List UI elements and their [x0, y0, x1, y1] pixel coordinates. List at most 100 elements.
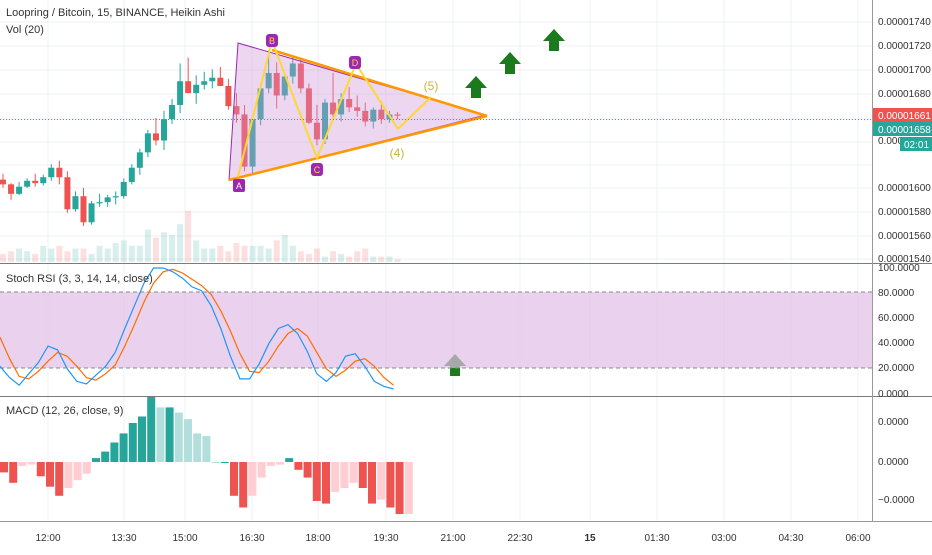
macd-bar: [73, 462, 82, 481]
macd-bar: [9, 462, 18, 483]
candle-body: [64, 177, 71, 210]
macd-bar: [64, 462, 73, 488]
macd-bar: [184, 419, 192, 462]
macd-bar: [156, 407, 165, 462]
label-d: D: [349, 56, 361, 69]
volume-bar: [273, 240, 280, 262]
macd-bar: [165, 407, 174, 462]
candle-body: [161, 119, 167, 141]
time-tick-label: 06:00: [845, 533, 870, 544]
macd-bar: [211, 462, 220, 463]
volume-bar: [185, 210, 192, 262]
stoch-rsi-tick-label: 100.0000: [878, 263, 920, 274]
volume-bar: [378, 256, 385, 262]
macd-bar: [119, 433, 128, 462]
svg-text:B: B: [269, 36, 275, 46]
macd-bar: [193, 433, 202, 462]
time-tick-label: 22:30: [507, 533, 532, 544]
macd-bar: [82, 462, 91, 474]
volume-bar: [249, 245, 256, 262]
countdown-badge: 02:01: [900, 137, 932, 151]
macd-bar: [285, 458, 294, 462]
svg-text:A: A: [236, 181, 242, 191]
label-a: A: [233, 179, 245, 192]
candle-body: [346, 99, 353, 108]
candle-body: [241, 114, 248, 167]
time-axis[interactable]: 12:00 13:30 15:00 16:30 18:00 19:30 21:00 22:30…: [35, 533, 870, 544]
macd-bar: [386, 462, 395, 508]
stoch-d-line: [0, 268, 394, 386]
macd-bar: [340, 462, 349, 488]
candle-body: [354, 107, 361, 111]
volume-bar: [56, 245, 63, 262]
candle-body: [112, 196, 119, 198]
volume-bar: [305, 253, 312, 262]
volume-bar: [120, 240, 127, 262]
candle-body: [273, 72, 280, 96]
candle-body: [257, 88, 264, 120]
macd-bar: [358, 462, 367, 488]
volume-bar: [16, 248, 23, 262]
volume-bar: [32, 253, 39, 262]
wave-5-path: [397, 96, 432, 130]
time-tick-label: 12:00: [35, 533, 60, 544]
candle-body: [169, 104, 176, 120]
abcde-wave: [237, 37, 399, 178]
candle-body: [56, 167, 63, 178]
svg-text:0.00001658: 0.00001658: [878, 125, 931, 136]
price-tick-label: 0.00001720: [878, 41, 931, 52]
candle-body: [362, 110, 369, 122]
macd-tick-label: 0.0000: [878, 457, 909, 468]
candle-body: [394, 114, 401, 116]
price-candles: [0, 50, 401, 226]
candle-body: [104, 197, 111, 203]
volume-bars: [0, 210, 401, 262]
stoch-rsi-tick-label: 80.0000: [878, 288, 915, 299]
volume-bar: [322, 256, 328, 262]
macd-bar: [312, 462, 321, 501]
candle-body: [305, 88, 312, 123]
time-tick-label: 21:00: [440, 533, 465, 544]
stoch-k-line: [0, 267, 394, 390]
volume-bar: [72, 248, 79, 262]
price-tick-label: 0.00001740: [878, 17, 931, 28]
macd-bar: [46, 462, 54, 487]
lower-trendline: [228, 114, 488, 182]
stoch-rsi-tick-label: 20.0000: [878, 363, 915, 374]
prev-price-badge: 0.00001658: [873, 122, 932, 136]
volume-bar: [257, 245, 264, 262]
macd-tick-label: −0.0000: [878, 495, 915, 506]
time-tick-label: 15:00: [172, 533, 197, 544]
volume-bar: [394, 259, 401, 262]
macd-bar: [18, 462, 27, 466]
volume-bar: [297, 251, 304, 262]
macd-bar: [128, 423, 137, 462]
volume-bar: [144, 229, 151, 262]
macd-bar: [368, 462, 376, 504]
svg-text:02:01: 02:01: [904, 140, 929, 151]
macd-bar: [294, 462, 303, 470]
price-tick-label: 0.00001540: [878, 254, 931, 265]
volume-bar: [354, 251, 361, 262]
macd-bar: [377, 462, 386, 500]
volume-bar: [64, 251, 71, 262]
volume-bar: [241, 245, 248, 262]
time-tick-label: 04:30: [778, 533, 803, 544]
macd-title: MACD (12, 26, close, 9): [6, 405, 123, 417]
candle-body: [32, 180, 39, 184]
macd-axis[interactable]: 0.0000 0.0000 −0.0000: [878, 417, 915, 506]
candle-body: [217, 77, 224, 86]
volume-bar: [193, 240, 200, 262]
stoch-rsi-axis[interactable]: 100.0000 80.0000 60.0000 40.0000 20.0000 0.00…: [878, 263, 920, 400]
up-arrow-icon: [465, 76, 487, 98]
triangle-pattern[interactable]: [228, 37, 488, 182]
volume-bar: [233, 243, 240, 262]
stoch-rsi-tick-label: 40.0000: [878, 338, 915, 349]
macd-bar: [239, 462, 248, 508]
volume-bar: [8, 251, 15, 262]
volume-bar: [225, 251, 232, 262]
candle-body: [313, 122, 320, 140]
price-tick-label: 0.00001700: [878, 65, 931, 76]
candle-body: [0, 179, 6, 185]
